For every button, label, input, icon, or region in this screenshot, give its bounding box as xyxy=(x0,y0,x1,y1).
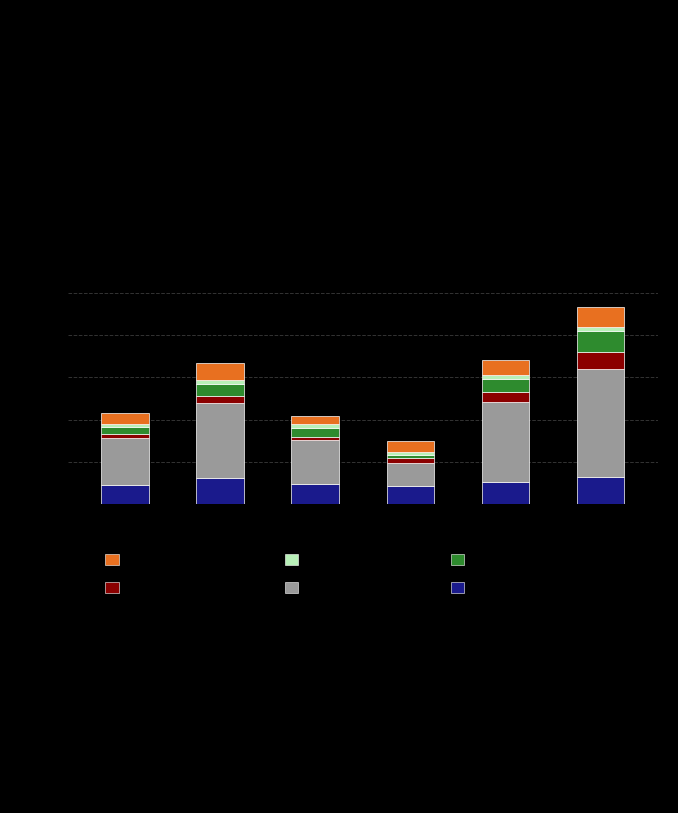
Bar xyxy=(577,476,624,504)
Bar xyxy=(577,352,624,369)
Bar xyxy=(101,433,148,438)
Bar xyxy=(196,363,244,380)
Bar xyxy=(577,331,624,352)
Bar xyxy=(386,452,434,454)
Bar xyxy=(386,441,434,452)
Bar xyxy=(101,438,148,485)
Bar xyxy=(481,379,530,392)
Bar xyxy=(196,380,244,384)
Bar xyxy=(577,369,624,476)
Bar xyxy=(292,428,339,437)
Bar xyxy=(101,485,148,504)
Bar xyxy=(292,437,339,440)
Bar xyxy=(101,413,148,424)
Bar xyxy=(196,478,244,504)
Bar xyxy=(292,424,339,428)
Bar xyxy=(292,415,339,424)
Bar xyxy=(386,458,434,463)
Bar xyxy=(101,424,148,427)
Bar xyxy=(577,307,624,327)
Bar xyxy=(481,481,530,504)
Bar xyxy=(292,440,339,485)
Bar xyxy=(292,485,339,504)
Bar xyxy=(386,486,434,504)
Bar xyxy=(481,376,530,379)
Bar xyxy=(577,327,624,331)
Bar xyxy=(196,403,244,478)
Bar xyxy=(481,392,530,402)
Bar xyxy=(196,384,244,396)
Bar xyxy=(386,463,434,486)
Bar xyxy=(101,427,148,433)
Bar xyxy=(386,454,434,458)
Bar xyxy=(481,402,530,481)
Bar xyxy=(481,360,530,376)
Bar xyxy=(196,396,244,403)
